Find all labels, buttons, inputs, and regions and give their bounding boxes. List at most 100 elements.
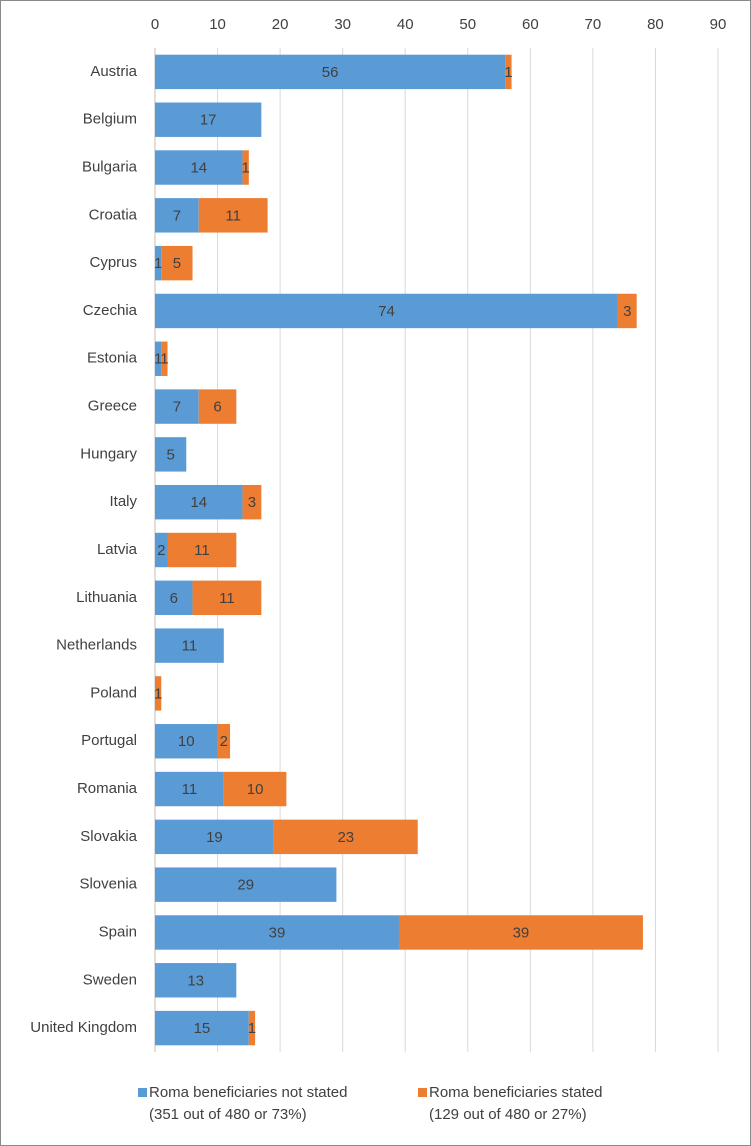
bar-segment — [617, 293, 637, 329]
bar-segment — [161, 245, 193, 281]
x-tick-label: 60 — [522, 16, 539, 33]
data-label: 11 — [182, 638, 198, 655]
data-label: 5 — [166, 446, 174, 463]
bar-segment — [155, 1010, 249, 1046]
bar-segment — [505, 54, 512, 90]
y-tick-label: Slovakia — [80, 828, 137, 845]
x-tick-label: 50 — [459, 16, 476, 33]
y-tick-label: Czechia — [83, 302, 138, 319]
data-label: 2 — [220, 733, 228, 750]
legend-label: Roma beneficiaries not stated — [149, 1084, 347, 1101]
x-tick-label: 10 — [209, 16, 226, 33]
y-tick-label: Hungary — [80, 445, 137, 462]
data-label: 19 — [206, 829, 223, 846]
bar-segment — [155, 628, 224, 663]
bar-segment — [155, 245, 162, 281]
bar-segment — [155, 341, 162, 376]
data-label: 10 — [247, 781, 264, 798]
bar-segment — [155, 437, 187, 472]
data-label: 10 — [178, 733, 195, 750]
y-tick-label: United Kingdom — [30, 1019, 137, 1036]
bar-segment — [155, 484, 243, 520]
data-label: 1 — [154, 255, 162, 272]
bar-segment — [223, 771, 287, 807]
bar-segment — [155, 963, 237, 998]
bar-segment — [198, 389, 237, 424]
y-tick-label: Greece — [88, 398, 137, 415]
data-label: 1 — [154, 351, 162, 368]
data-label: 11 — [219, 590, 235, 607]
legend-label: Roma beneficiaries stated — [429, 1084, 602, 1101]
bar-segment — [155, 389, 199, 424]
legend-swatch — [418, 1088, 427, 1097]
data-label: 11 — [225, 207, 241, 224]
y-tick-label: Austria — [90, 63, 137, 80]
data-label: 2 — [157, 542, 165, 559]
data-label: 1 — [154, 685, 162, 702]
y-tick-label: Spain — [99, 923, 137, 940]
bar-segment — [242, 484, 262, 520]
y-tick-label: Sweden — [83, 971, 137, 988]
bar-segment — [242, 150, 249, 185]
bar-segment — [248, 1010, 256, 1046]
data-label: 7 — [173, 399, 181, 416]
bar-segment — [155, 724, 218, 759]
y-tick-label: Estonia — [87, 350, 138, 367]
data-label: 17 — [200, 112, 217, 129]
data-label: 3 — [248, 494, 256, 511]
legend-swatch — [138, 1088, 147, 1097]
bar-segment — [155, 580, 193, 616]
x-tick-label: 20 — [272, 16, 289, 33]
data-label: 6 — [170, 590, 178, 607]
y-tick-label: Slovenia — [79, 876, 137, 893]
data-label: 29 — [237, 877, 254, 894]
data-label: 15 — [194, 1020, 211, 1037]
bar-segment — [167, 532, 237, 568]
y-tick-label: Belgium — [83, 111, 137, 128]
y-tick-label: Croatia — [89, 206, 138, 223]
y-tick-label: Cyprus — [89, 254, 137, 271]
x-tick-label: 80 — [647, 16, 664, 33]
bar-segment — [155, 771, 224, 807]
legend-detail: (351 out of 480 or 73%) — [149, 1106, 307, 1123]
bar-segment — [155, 54, 506, 90]
x-tick-label: 30 — [334, 16, 351, 33]
y-tick-label: Latvia — [97, 541, 138, 558]
data-label: 39 — [513, 924, 530, 941]
bar-segment — [155, 819, 274, 855]
bar-segment — [161, 341, 168, 376]
data-label: 7 — [173, 207, 181, 224]
y-tick-label: Lithuania — [76, 589, 138, 606]
data-label: 74 — [378, 303, 395, 320]
bar-segment — [398, 915, 643, 950]
y-tick-label: Bulgaria — [82, 158, 138, 175]
data-label: 1 — [504, 64, 512, 81]
bar-segment — [155, 102, 262, 137]
data-label: 11 — [194, 542, 210, 559]
bar-segment — [155, 915, 399, 950]
bar-segment — [155, 532, 168, 568]
data-label: 14 — [190, 159, 207, 176]
y-tick-label: Portugal — [81, 732, 137, 749]
data-label: 14 — [190, 494, 207, 511]
data-label: 3 — [623, 303, 631, 320]
bar-segment — [192, 580, 262, 616]
data-label: 39 — [269, 924, 286, 941]
legend-detail: (129 out of 480 or 27%) — [429, 1106, 587, 1123]
x-tick-label: 0 — [151, 16, 159, 33]
x-tick-label: 40 — [397, 16, 414, 33]
bar-segment — [155, 676, 162, 711]
y-tick-label: Poland — [90, 684, 137, 701]
bar-segment — [198, 198, 268, 233]
data-label: 23 — [337, 829, 354, 846]
data-label: 11 — [182, 781, 198, 798]
bar-segment — [217, 724, 231, 759]
bar-segment — [155, 150, 243, 185]
bar-segment — [273, 819, 418, 855]
y-tick-label: Italy — [109, 493, 137, 510]
y-tick-label: Romania — [77, 780, 138, 797]
data-label: 13 — [187, 972, 204, 989]
x-tick-label: 70 — [585, 16, 602, 33]
bar-segment — [155, 198, 199, 233]
